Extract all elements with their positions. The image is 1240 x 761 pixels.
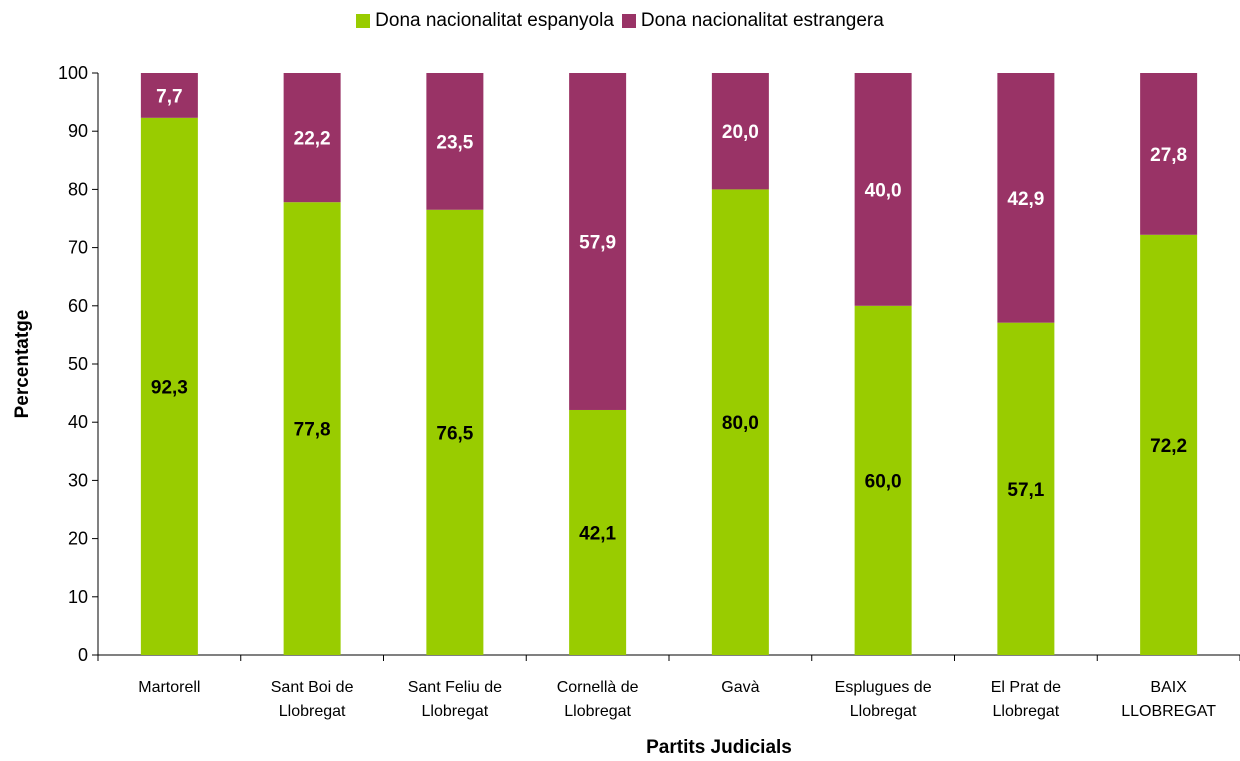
y-tick-label: 30 [68,470,88,490]
bar-spanish [426,209,484,655]
legend-swatch-spanish [356,14,371,28]
y-tick-label: 100 [58,63,88,83]
y-tick-label: 50 [68,354,88,374]
bar-foreign [1140,73,1198,235]
bar-spanish [283,202,341,656]
x-category-label: Sant Feliu de Llobregat [408,679,502,720]
bar-foreign [283,73,341,203]
bar-spanish [1140,234,1198,655]
data-label-foreign: 42,9 [1007,189,1044,210]
bar-foreign [569,73,627,410]
bar-spanish [569,409,627,655]
bar-foreign [854,73,912,306]
y-axis-title: Percentatge [12,310,33,419]
legend-label-spanish: Dona nacionalitat espanyola [375,10,614,31]
x-category-label: Martorell [138,679,200,696]
bar-spanish [854,305,912,655]
data-label-spanish: 42,1 [579,523,616,544]
data-label-foreign: 57,9 [579,232,616,253]
data-label-foreign: 23,5 [436,132,473,153]
x-category-label: Cornellà de Llobregat [557,679,639,720]
data-label-spanish: 76,5 [436,423,473,444]
x-category-label: Gavà [721,679,759,696]
data-label-foreign: 22,2 [294,129,331,150]
legend-item-spanish: Dona nacionalitat espanyola [356,10,614,32]
x-category-label: Sant Boi de Llobregat [271,679,354,720]
chart-legend: Dona nacionalitat espanyola Dona naciona… [0,10,1240,32]
y-tick-label: 0 [78,645,88,665]
bar-spanish [997,322,1055,655]
bar-foreign [140,73,198,118]
x-category-label: BAIX LLOBREGAT [1121,679,1216,720]
data-label-spanish: 80,0 [722,413,759,434]
y-tick-label: 40 [68,412,88,432]
y-tick-label: 20 [68,529,88,549]
data-label-spanish: 60,0 [865,471,902,492]
x-category-label: El Prat de Llobregat [991,679,1061,720]
data-label-spanish: 92,3 [151,377,188,398]
data-label-foreign: 40,0 [865,180,902,201]
data-label-foreign: 7,7 [156,86,182,107]
data-label-foreign: 27,8 [1150,145,1187,166]
legend-swatch-foreign [621,14,636,28]
data-label-spanish: 57,1 [1007,480,1044,501]
y-tick-label: 80 [68,179,88,199]
data-label-spanish: 77,8 [294,420,331,441]
x-axis-title: Partits Judicials [646,737,792,758]
x-category-label: Esplugues de Llobregat [835,679,932,720]
bar-spanish [711,189,769,655]
legend-label-foreign: Dona nacionalitat estrangera [640,10,884,31]
legend-item-foreign: Dona nacionalitat estrangera [621,10,884,32]
bar-foreign [997,73,1055,323]
y-tick-label: 90 [68,121,88,141]
data-label-foreign: 20,0 [722,122,759,143]
y-tick-label: 60 [68,296,88,316]
bar-foreign [426,73,484,210]
bar-spanish [140,117,198,655]
data-label-spanish: 72,2 [1150,436,1187,457]
y-tick-label: 70 [68,238,88,258]
bar-foreign [711,73,769,190]
y-tick-label: 10 [68,587,88,607]
